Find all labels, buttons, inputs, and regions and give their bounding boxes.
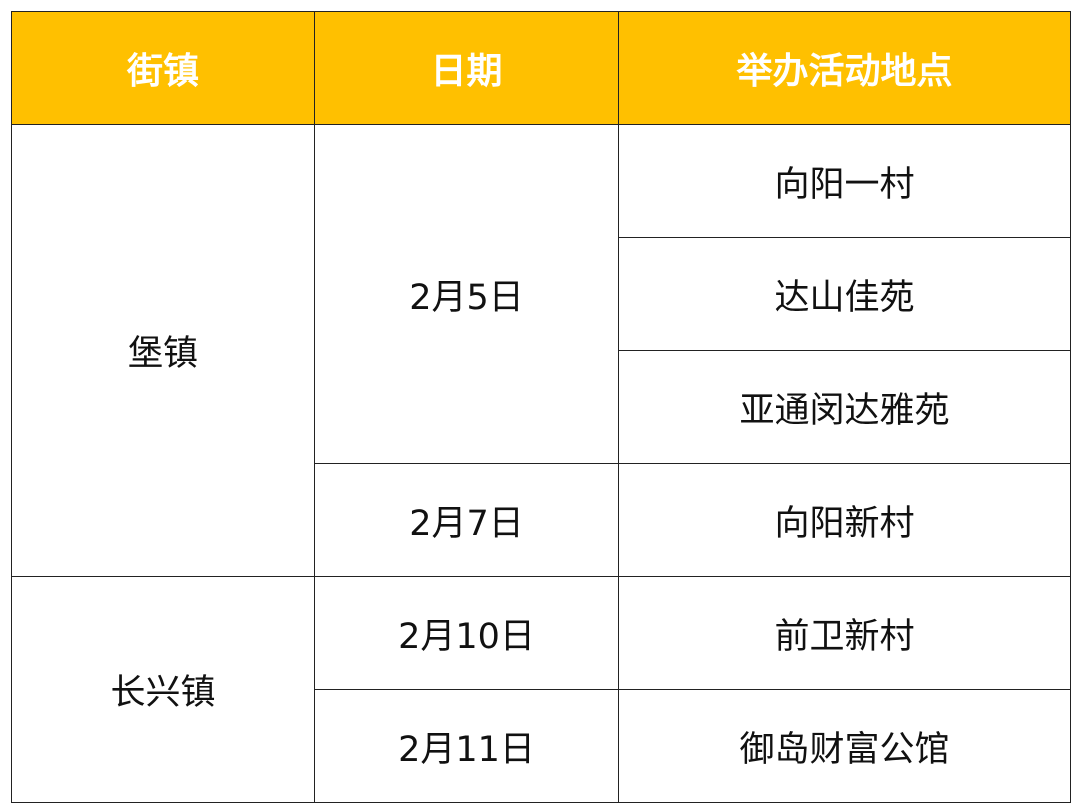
header-town: 街镇 <box>11 11 315 125</box>
location-cell: 达山佳苑 <box>618 237 1071 351</box>
location-cell: 亚通闵达雅苑 <box>618 350 1071 464</box>
location-cell: 御岛财富公馆 <box>618 689 1071 803</box>
event-schedule-table: 街镇 日期 举办活动地点 堡镇 2月5日 向阳一村 达山佳苑 亚通闵达雅苑 2月… <box>11 11 1071 803</box>
town-cell: 长兴镇 <box>11 576 315 803</box>
header-location: 举办活动地点 <box>618 11 1071 125</box>
location-cell: 向阳新村 <box>618 463 1071 577</box>
table-row: 长兴镇 2月10日 前卫新村 <box>11 576 1071 803</box>
header-row: 街镇 日期 举办活动地点 <box>11 11 1071 125</box>
location-cell: 向阳一村 <box>618 124 1071 238</box>
table-row: 堡镇 2月5日 向阳一村 <box>11 124 1071 577</box>
table-row: 达山佳苑 <box>12 237 1071 351</box>
table-row: 亚通闵达雅苑 <box>12 350 1071 464</box>
town-cell: 堡镇 <box>11 124 315 577</box>
table-row: 2月11日 御岛财富公馆 <box>12 689 1071 803</box>
header-date: 日期 <box>314 11 619 125</box>
date-cell: 2月10日 <box>314 576 619 690</box>
date-cell: 2月7日 <box>314 463 619 577</box>
location-cell: 前卫新村 <box>618 576 1071 690</box>
date-cell: 2月11日 <box>314 689 619 803</box>
date-cell: 2月5日 <box>314 124 619 464</box>
